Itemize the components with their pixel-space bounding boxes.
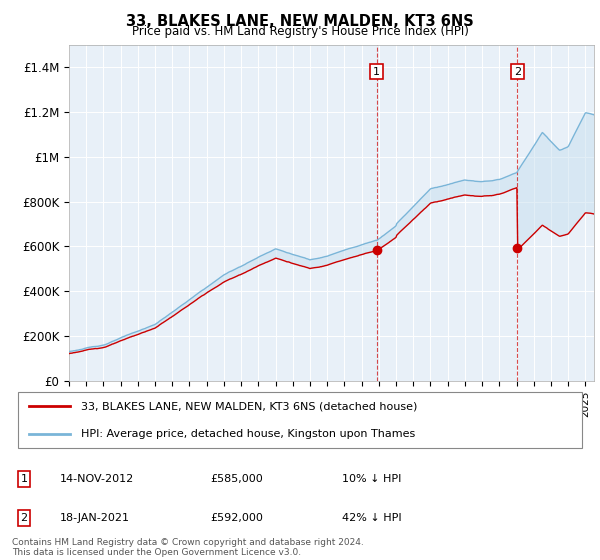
Text: 42% ↓ HPI: 42% ↓ HPI (342, 513, 401, 523)
Text: Price paid vs. HM Land Registry's House Price Index (HPI): Price paid vs. HM Land Registry's House … (131, 25, 469, 38)
Text: 2: 2 (514, 67, 521, 77)
Text: £592,000: £592,000 (210, 513, 263, 523)
Text: HPI: Average price, detached house, Kingston upon Thames: HPI: Average price, detached house, King… (81, 428, 415, 438)
Text: 33, BLAKES LANE, NEW MALDEN, KT3 6NS: 33, BLAKES LANE, NEW MALDEN, KT3 6NS (126, 14, 474, 29)
Text: 33, BLAKES LANE, NEW MALDEN, KT3 6NS (detached house): 33, BLAKES LANE, NEW MALDEN, KT3 6NS (de… (81, 402, 418, 412)
Text: £585,000: £585,000 (210, 474, 263, 484)
Text: 14-NOV-2012: 14-NOV-2012 (60, 474, 134, 484)
Text: 18-JAN-2021: 18-JAN-2021 (60, 513, 130, 523)
Text: 10% ↓ HPI: 10% ↓ HPI (342, 474, 401, 484)
Text: 2: 2 (20, 513, 28, 523)
FancyBboxPatch shape (18, 393, 582, 448)
Text: 1: 1 (373, 67, 380, 77)
Text: Contains HM Land Registry data © Crown copyright and database right 2024.
This d: Contains HM Land Registry data © Crown c… (12, 538, 364, 557)
Text: 1: 1 (20, 474, 28, 484)
